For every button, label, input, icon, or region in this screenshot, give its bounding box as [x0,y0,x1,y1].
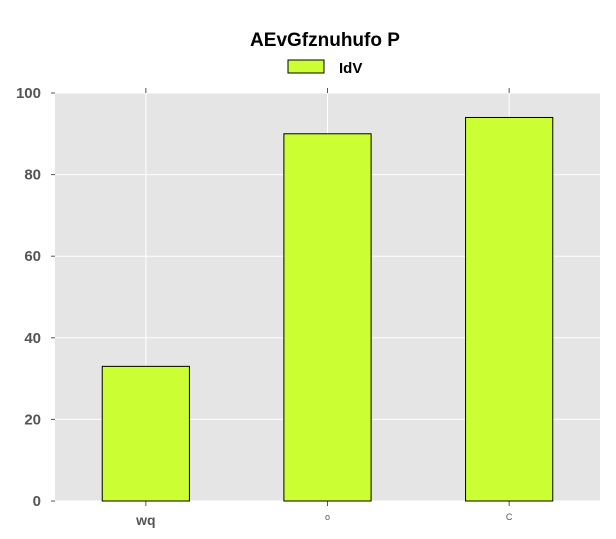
x-tick-marks [145,88,510,506]
bar-wq [101,365,190,502]
y-axis-ticks: 0 20 40 60 80 100 [16,85,55,510]
legend: IdV [287,59,362,77]
legend-swatch [287,59,325,74]
bar-C [465,116,554,502]
bars [101,116,554,502]
y-tick-label: 100 [16,85,41,102]
x-tick-label: o [325,512,330,522]
x-tick-label: C [506,512,513,522]
x-tick-label: wq [135,512,155,528]
y-tick-label: 60 [24,248,41,265]
y-tick-label: 20 [24,411,41,428]
chart-title: AEvGfznuhufo P [250,30,400,51]
bar-o [283,133,372,502]
x-axis-ticks: wq o C [135,512,513,528]
y-tick-label: 0 [33,493,41,510]
y-tick-label: 80 [24,167,41,184]
legend-label: IdV [339,60,362,77]
y-tick-label: 40 [24,330,41,347]
